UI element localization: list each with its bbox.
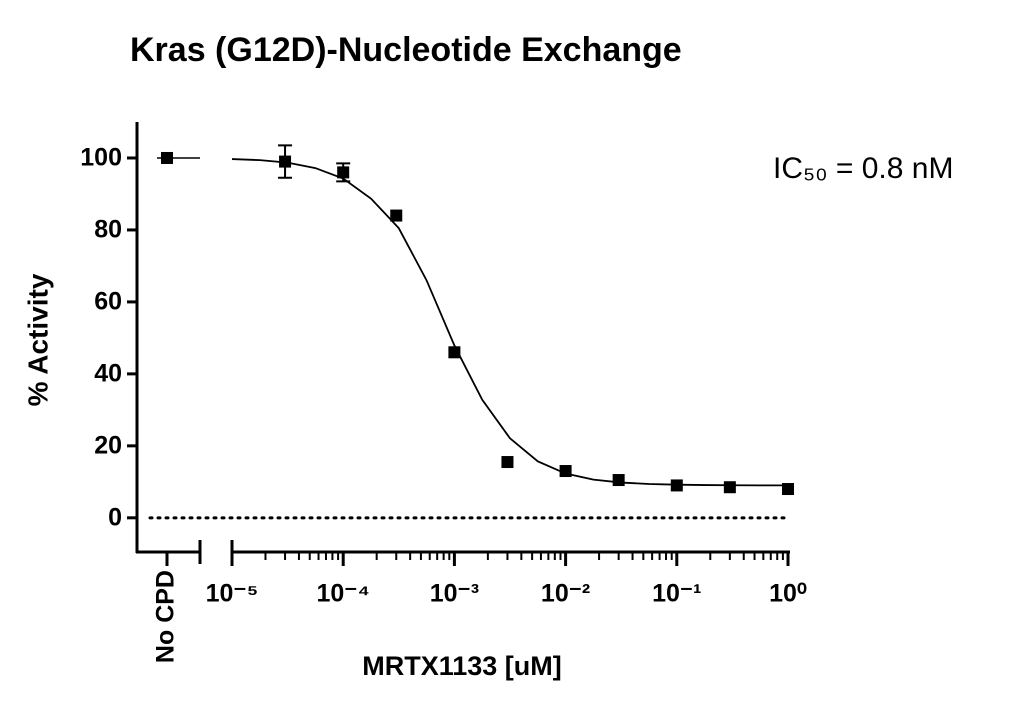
x-axis-label: MRTX1133 [uM] bbox=[362, 651, 562, 681]
x-tick-label: 10⁻⁴ bbox=[317, 580, 370, 608]
x-tick-label: 10⁰ bbox=[769, 580, 807, 608]
marker bbox=[612, 474, 625, 487]
marker bbox=[723, 481, 736, 494]
y-tick-label: 80 bbox=[94, 216, 122, 244]
x-tick-label: 10⁻³ bbox=[430, 580, 479, 608]
y-tick-label: 100 bbox=[80, 144, 122, 172]
marker bbox=[279, 155, 292, 168]
y-axis-label: % Activity bbox=[22, 273, 53, 406]
marker bbox=[448, 346, 461, 359]
y-tick-label: 40 bbox=[94, 359, 122, 387]
y-tick-label: 60 bbox=[94, 288, 122, 316]
x-tick-label: 10⁻¹ bbox=[652, 580, 701, 608]
annotation: IC₅₀ = 0.8 nM bbox=[773, 152, 953, 185]
marker bbox=[670, 479, 683, 492]
y-tick-label: 20 bbox=[94, 431, 122, 459]
x-tick-label: 10⁻⁵ bbox=[206, 580, 259, 608]
marker bbox=[559, 465, 572, 478]
marker bbox=[782, 483, 794, 496]
marker bbox=[501, 456, 514, 469]
marker bbox=[337, 166, 350, 179]
chart-title: Kras (G12D)-Nucleotide Exchange bbox=[130, 31, 682, 69]
marker bbox=[390, 209, 403, 222]
x-tick-label: 10⁻² bbox=[541, 580, 590, 608]
control-marker bbox=[161, 151, 173, 164]
y-tick-label: 0 bbox=[108, 503, 122, 531]
fit-curve bbox=[231, 158, 789, 487]
control-label: No CPD bbox=[152, 570, 180, 663]
